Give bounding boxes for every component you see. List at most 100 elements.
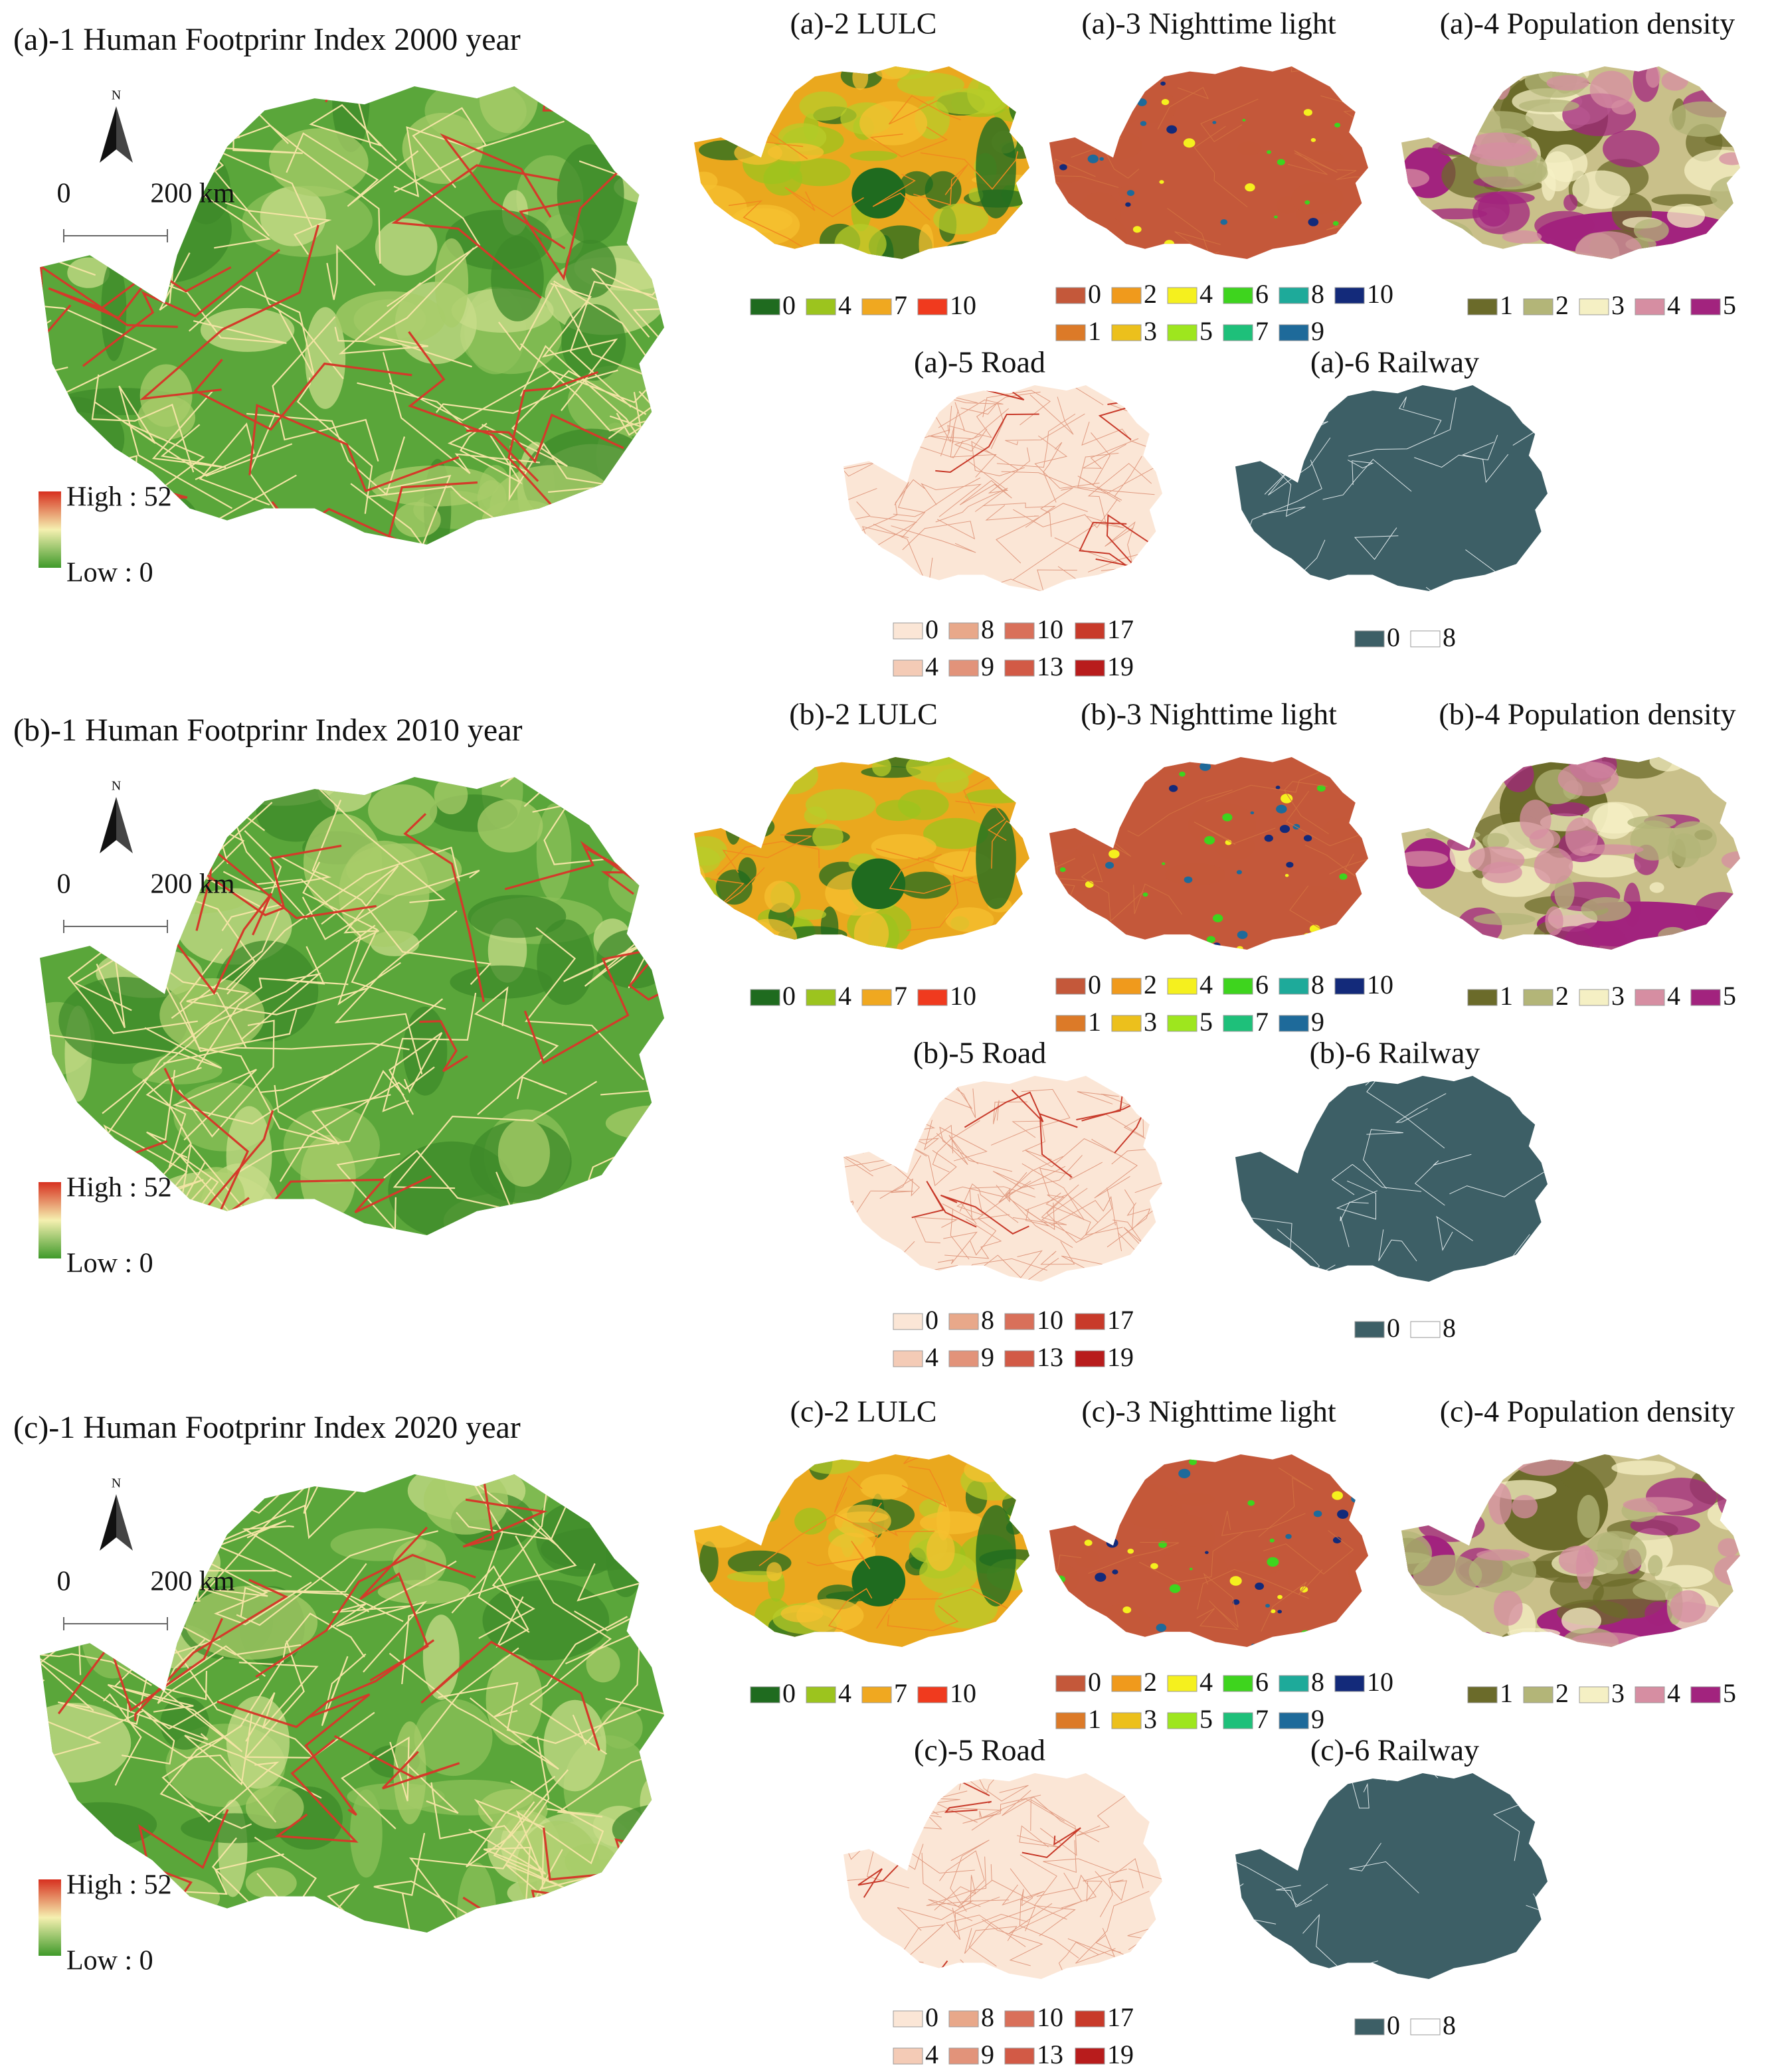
map-feature <box>859 101 928 145</box>
map-feature <box>1165 863 1226 886</box>
map-feature <box>983 390 1050 425</box>
map-feature <box>420 1021 468 1071</box>
legend-label: 2 <box>1555 981 1569 1011</box>
map-feature <box>1651 194 1718 207</box>
map-feature <box>803 1454 861 1474</box>
legend-swatch <box>1075 659 1105 677</box>
legend-label: 4 <box>1667 1678 1680 1708</box>
legend-swatch <box>1223 1675 1253 1692</box>
map-feature <box>831 456 877 476</box>
map-feature <box>1332 1468 1368 1510</box>
map-feature <box>934 1587 998 1629</box>
map-feature <box>1046 1193 1122 1235</box>
map-feature <box>1105 522 1135 574</box>
map-feature <box>350 1789 383 1878</box>
map-feature <box>1499 1629 1552 1647</box>
map-feature <box>40 777 106 845</box>
map-feature <box>1274 215 1278 219</box>
map-feature <box>919 1511 984 1535</box>
map-feature <box>1348 1553 1368 1588</box>
legend-swatch <box>1223 324 1253 341</box>
map-feature <box>1449 784 1496 794</box>
scale-bar <box>63 229 168 242</box>
map-feature <box>414 1699 493 1776</box>
legend-low: Low : 0 <box>66 558 153 588</box>
map-feature <box>139 777 244 824</box>
map <box>1401 66 1740 259</box>
map-feature <box>255 764 444 903</box>
map-feature <box>1351 1495 1361 1503</box>
legend-label: 6 <box>1255 1667 1269 1697</box>
map-feature <box>583 86 664 135</box>
legend-label: 8 <box>1443 622 1456 652</box>
legend-swatch <box>1354 2018 1385 2035</box>
map-feature <box>836 1733 879 1785</box>
map-feature <box>1142 892 1148 897</box>
map-feature <box>335 248 474 341</box>
map-feature <box>533 805 608 865</box>
map-feature <box>1445 1463 1468 1482</box>
map-feature <box>422 1614 460 1700</box>
map-feature <box>940 241 990 259</box>
map-feature <box>970 1187 1035 1220</box>
map-feature <box>1078 453 1155 494</box>
legend-label: 7 <box>894 981 907 1011</box>
map-feature <box>1074 104 1087 114</box>
map-feature <box>1212 121 1217 124</box>
map-feature <box>741 1624 757 1642</box>
legend-swatch <box>806 298 836 315</box>
map-feature <box>880 1158 920 1199</box>
map-feature <box>574 86 641 138</box>
legend-swatch <box>1223 287 1253 304</box>
map-feature <box>436 371 618 413</box>
map-feature <box>1132 585 1186 635</box>
map-feature <box>1431 759 1450 801</box>
map-feature <box>395 165 560 298</box>
map-feature <box>1290 886 1342 916</box>
map-feature <box>851 167 906 218</box>
legend-label: 9 <box>981 651 994 681</box>
legend-label: 8 <box>1311 279 1324 309</box>
map-feature <box>1149 1796 1202 1824</box>
map-feature <box>1710 175 1740 213</box>
map-feature <box>1269 1538 1275 1543</box>
map-feature <box>1083 1869 1126 1901</box>
map-feature <box>738 857 756 885</box>
map-feature <box>395 1081 597 1188</box>
map-feature <box>355 88 480 307</box>
legend-label: 10 <box>1367 279 1393 309</box>
map-feature <box>526 928 644 1080</box>
map-feature <box>1432 139 1478 155</box>
map-feature <box>1134 884 1182 914</box>
map-feature <box>260 999 442 1092</box>
legend-label: 3 <box>1144 316 1157 346</box>
map-feature <box>960 1184 1018 1223</box>
map-feature <box>1197 1600 1237 1630</box>
map-feature <box>1437 1506 1474 1521</box>
map-feature <box>1222 813 1233 821</box>
map-feature <box>1022 1828 1081 1857</box>
map-feature <box>1122 1606 1132 1614</box>
map-feature <box>1424 88 1480 131</box>
map-feature <box>1251 1644 1255 1647</box>
map-feature <box>223 800 341 890</box>
map-feature <box>863 1112 906 1153</box>
legend-swatch <box>1410 630 1441 648</box>
map-feature <box>1514 161 1548 184</box>
map-feature <box>936 488 1008 522</box>
map-feature <box>617 380 751 435</box>
map-feature <box>962 1555 1081 1608</box>
map-feature <box>1545 906 1563 936</box>
legend-swatch <box>1075 1313 1105 1330</box>
map-feature <box>927 1857 986 1906</box>
map-feature <box>1285 873 1289 877</box>
map-area <box>1401 1454 1740 1647</box>
legend-label: 5 <box>1723 290 1736 320</box>
panel-title: (b)-5 Road <box>913 1036 1047 1070</box>
legend-swatch <box>1354 1321 1385 1338</box>
map-feature <box>767 143 824 161</box>
map-feature <box>250 405 459 491</box>
map-feature <box>537 0 657 92</box>
legend-label: 10 <box>1037 614 1063 644</box>
legend-label: 4 <box>1199 279 1213 309</box>
